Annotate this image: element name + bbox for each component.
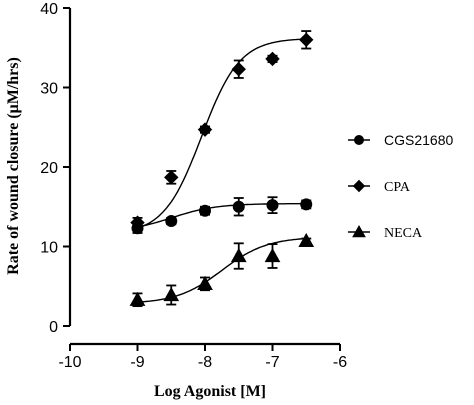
fit-curve bbox=[137, 237, 307, 303]
data-point bbox=[163, 286, 180, 302]
data-point bbox=[130, 215, 145, 230]
legend: CGS21680 CPA NECA bbox=[348, 132, 453, 241]
legend-marker bbox=[352, 179, 366, 193]
y-axis-title: Rate of wound closure (μM/hrs) bbox=[5, 57, 22, 275]
y-tick-label: 30 bbox=[40, 81, 58, 98]
data-point bbox=[265, 51, 280, 67]
x-tick-label: -9 bbox=[130, 354, 144, 371]
legend-item-cpa: CPA bbox=[348, 179, 411, 195]
data-point bbox=[129, 291, 146, 306]
data-point bbox=[164, 170, 179, 185]
legend-item-neca: NECA bbox=[348, 224, 423, 241]
x-ticks: -10 -9 -8 -7 -6 bbox=[58, 344, 347, 371]
data-point bbox=[300, 198, 313, 211]
legend-marker bbox=[352, 224, 366, 238]
fit-curve bbox=[137, 38, 307, 229]
series-neca bbox=[129, 232, 315, 308]
data-point bbox=[197, 275, 213, 290]
data-point bbox=[165, 215, 178, 228]
data-point bbox=[298, 232, 315, 248]
legend-label: NECA bbox=[384, 226, 423, 241]
x-axis-title: Log Agonist [M] bbox=[154, 383, 266, 400]
y-tick-label: 10 bbox=[40, 240, 58, 257]
x-tick-label: -8 bbox=[198, 354, 212, 371]
x-tick-label: -10 bbox=[58, 354, 81, 371]
x-tick-label: -7 bbox=[265, 354, 279, 371]
legend-label: CPA bbox=[384, 180, 411, 195]
legend-marker bbox=[354, 135, 364, 145]
data-point bbox=[197, 122, 213, 137]
fit-curve bbox=[137, 202, 307, 228]
y-tick-label: 20 bbox=[40, 160, 58, 177]
data-point bbox=[230, 248, 247, 263]
data-point bbox=[266, 199, 279, 212]
y-ticks: 0 10 20 30 40 bbox=[40, 1, 70, 336]
plot-area bbox=[129, 30, 315, 308]
data-point bbox=[199, 204, 211, 217]
data-point bbox=[232, 200, 245, 213]
legend-item-cgs21680: CGS21680 bbox=[348, 132, 453, 148]
axes bbox=[68, 8, 340, 346]
y-tick-label: 40 bbox=[40, 1, 58, 18]
data-point bbox=[231, 62, 246, 77]
legend-label: CGS21680 bbox=[384, 132, 453, 148]
data-point bbox=[299, 32, 314, 48]
series-cpa bbox=[130, 30, 314, 230]
y-tick-label: 0 bbox=[49, 319, 58, 336]
x-tick-label: -6 bbox=[333, 354, 347, 371]
series-cgs21680 bbox=[131, 196, 313, 235]
data-point bbox=[264, 248, 281, 263]
